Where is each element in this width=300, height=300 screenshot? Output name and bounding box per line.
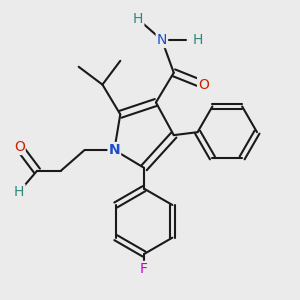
Text: N: N [109, 143, 120, 157]
Text: N: N [157, 33, 167, 47]
Text: F: F [140, 262, 148, 276]
Text: H: H [133, 12, 143, 26]
Text: O: O [14, 140, 25, 154]
Text: H: H [14, 184, 24, 199]
Text: O: O [198, 78, 209, 92]
Text: H: H [192, 33, 203, 47]
